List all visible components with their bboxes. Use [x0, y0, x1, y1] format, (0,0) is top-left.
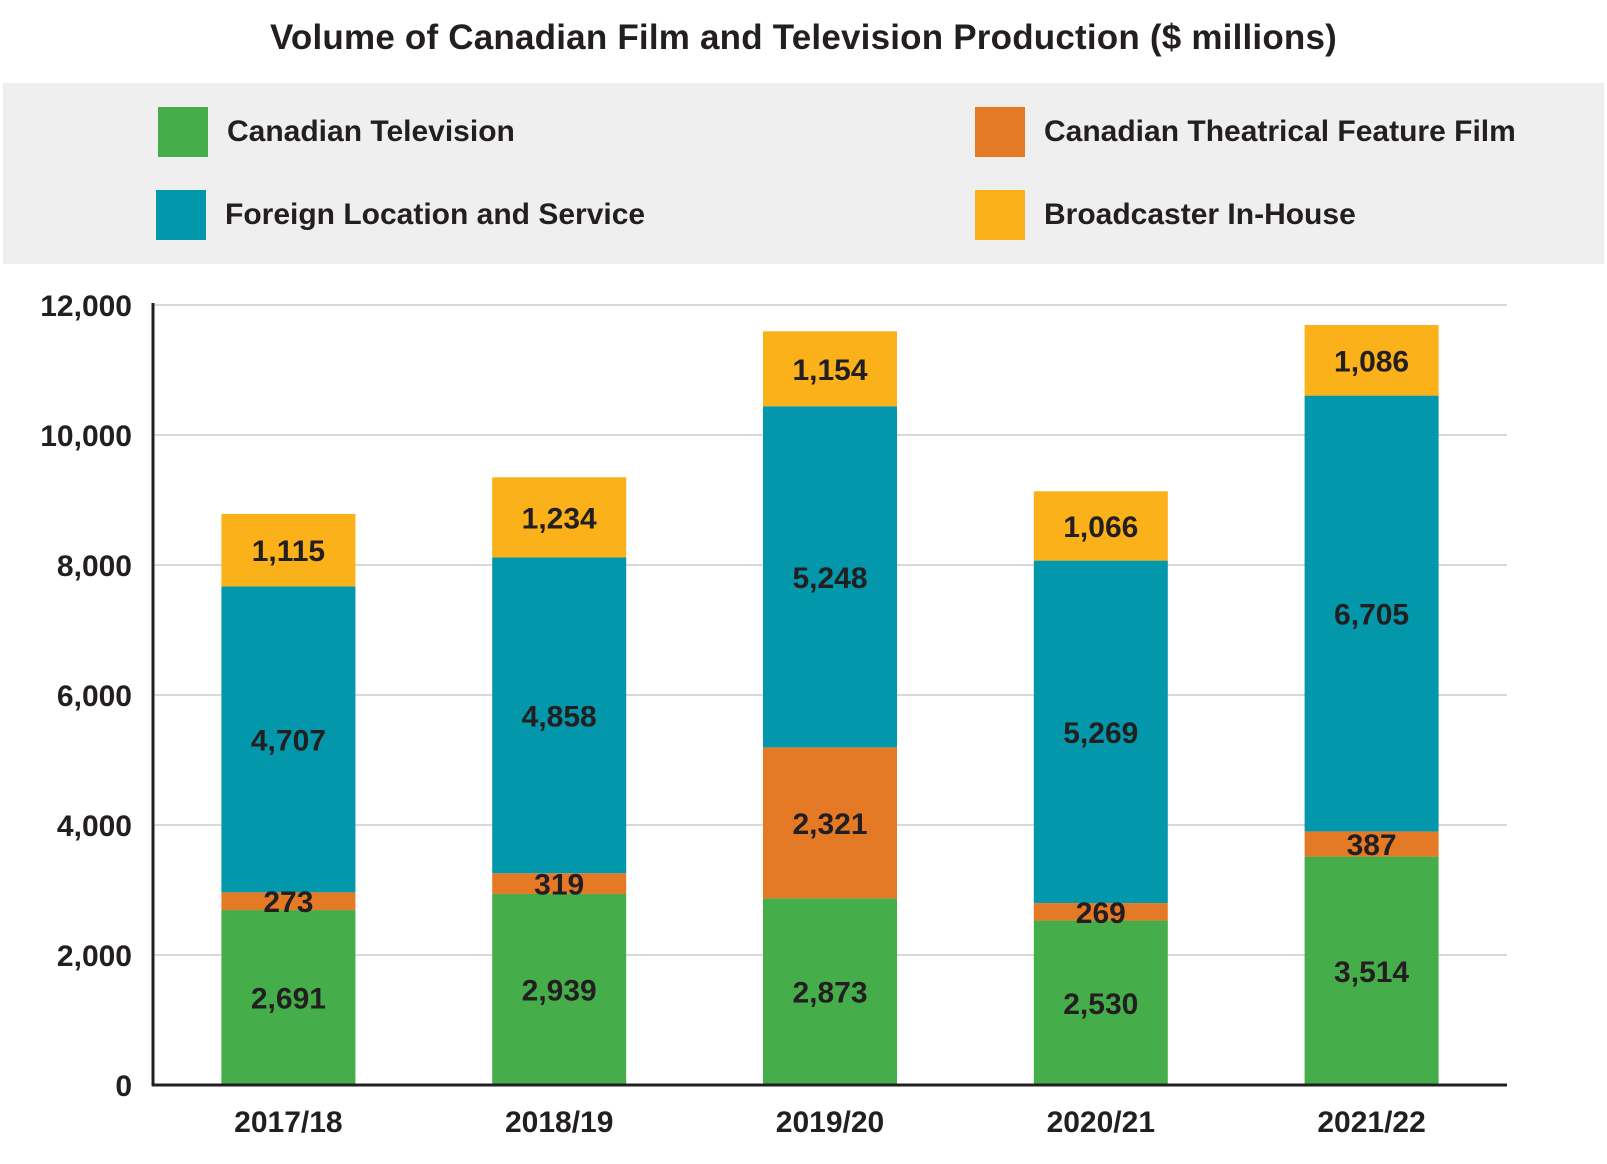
- bar-canadian-television-2021-22: [1304, 856, 1439, 1085]
- y-tick-label: 0: [115, 1070, 132, 1103]
- bar-canadian-theatrical-feature-film-2020-21: [1033, 903, 1168, 921]
- x-tick-label-2017-18: 2017/18: [234, 1106, 342, 1139]
- legend-swatch-foreign-location-and-service: [156, 190, 206, 240]
- legend-label-broadcaster-in-house: Broadcaster In-House: [1044, 198, 1356, 231]
- x-tick-label-2019-20: 2019/20: [776, 1106, 884, 1139]
- legend-swatch-canadian-theatrical-feature-film: [975, 107, 1025, 157]
- bar-canadian-theatrical-feature-film-2018-19: [492, 873, 627, 894]
- data-label-canadian-theatrical-feature-film-2018-19: 319: [534, 869, 584, 902]
- bar-canadian-television-2018-19: [492, 893, 627, 1085]
- legend-item-canadian-television: Canadian Television: [158, 107, 515, 157]
- axes: 0 2,000 4,000 6,000 8,000 10,000 12,000 2017/18…: [40, 290, 1507, 1139]
- chart-title: Volume of Canadian Film and Television P…: [269, 18, 1338, 57]
- legend-swatch-broadcaster-in-house: [975, 190, 1025, 240]
- bars: [221, 325, 1439, 1085]
- x-tick-label-2020-21: 2020/21: [1047, 1106, 1155, 1139]
- legend-swatch-canadian-television: [158, 107, 208, 157]
- bar-foreign-location-and-service-2017-18: [221, 586, 356, 893]
- y-tick-label: 12,000: [40, 290, 132, 323]
- data-label-canadian-television-2019-20: 2,873: [792, 977, 867, 1010]
- bar-canadian-television-2017-18: [221, 910, 356, 1085]
- legend-item-canadian-theatrical-feature-film: Canadian Theatrical Feature Film: [975, 107, 1516, 157]
- y-tick-label: 6,000: [57, 680, 132, 713]
- data-label-broadcaster-in-house-2020-21: 1,066: [1063, 511, 1138, 544]
- y-tick-label: 4,000: [57, 810, 132, 843]
- data-label-broadcaster-in-house-2021-22: 1,086: [1334, 345, 1409, 378]
- bar-broadcaster-in-house-2021-22: [1304, 325, 1439, 396]
- legend-item-foreign-location-and-service: Foreign Location and Service: [156, 190, 645, 240]
- y-tick-label: 8,000: [57, 550, 132, 583]
- bar-canadian-television-2019-20: [763, 898, 897, 1085]
- legend-label-canadian-theatrical-feature-film: Canadian Theatrical Feature Film: [1044, 115, 1516, 148]
- data-label-canadian-theatrical-feature-film-2019-20: 2,321: [792, 808, 867, 841]
- data-label-foreign-location-and-service-2021-22: 6,705: [1334, 599, 1409, 632]
- data-label-broadcaster-in-house-2019-20: 1,154: [792, 354, 867, 387]
- data-label-foreign-location-and-service-2020-21: 5,269: [1063, 717, 1138, 750]
- bar-canadian-theatrical-feature-film-2019-20: [763, 747, 897, 899]
- data-label-canadian-television-2018-19: 2,939: [522, 974, 597, 1007]
- legend-item-broadcaster-in-house: Broadcaster In-House: [975, 190, 1356, 240]
- bar-foreign-location-and-service-2018-19: [492, 557, 627, 874]
- bar-broadcaster-in-house-2020-21: [1033, 491, 1168, 561]
- bar-broadcaster-in-house-2018-19: [492, 477, 627, 558]
- bar-canadian-theatrical-feature-film-2017-18: [221, 892, 356, 911]
- data-label-canadian-television-2021-22: 3,514: [1334, 956, 1409, 989]
- data-label-broadcaster-in-house-2018-19: 1,234: [522, 502, 597, 535]
- data-label-canadian-theatrical-feature-film-2020-21: 269: [1076, 897, 1126, 930]
- data-label-broadcaster-in-house-2017-18: 1,115: [252, 535, 325, 568]
- data-label-foreign-location-and-service-2019-20: 5,248: [792, 562, 867, 595]
- bar-canadian-television-2020-21: [1033, 920, 1168, 1085]
- data-label-canadian-theatrical-feature-film-2017-18: 273: [263, 886, 313, 919]
- data-label-foreign-location-and-service-2017-18: 4,707: [251, 724, 326, 757]
- legend-label-foreign-location-and-service: Foreign Location and Service: [225, 198, 646, 231]
- bar-foreign-location-and-service-2021-22: [1304, 395, 1439, 832]
- bar-foreign-location-and-service-2020-21: [1033, 560, 1168, 904]
- bar-foreign-location-and-service-2019-20: [763, 406, 897, 748]
- bar-broadcaster-in-house-2019-20: [763, 331, 897, 407]
- y-tick-label: 2,000: [57, 940, 132, 973]
- bar-broadcaster-in-house-2017-18: [221, 513, 356, 587]
- data-label-foreign-location-and-service-2018-19: 4,858: [522, 700, 597, 733]
- data-label-canadian-television-2017-18: 2,691: [251, 983, 326, 1016]
- x-tick-label-2018-19: 2018/19: [505, 1106, 613, 1139]
- legend: Canadian Television Canadian Theatrical …: [3, 83, 1604, 264]
- x-tick-label-2021-22: 2021/22: [1317, 1106, 1425, 1139]
- bar-canadian-theatrical-feature-film-2021-22: [1304, 831, 1439, 857]
- y-tick-label: 10,000: [40, 420, 132, 453]
- legend-label-canadian-television: Canadian Television: [227, 115, 515, 148]
- data-labels: 2,691 273 4,707 1,115 2,939 319 4,858 1,234 2,87…: [251, 345, 1410, 1020]
- data-label-canadian-television-2020-21: 2,530: [1063, 988, 1138, 1021]
- data-label-canadian-theatrical-feature-film-2021-22: 387: [1347, 829, 1397, 862]
